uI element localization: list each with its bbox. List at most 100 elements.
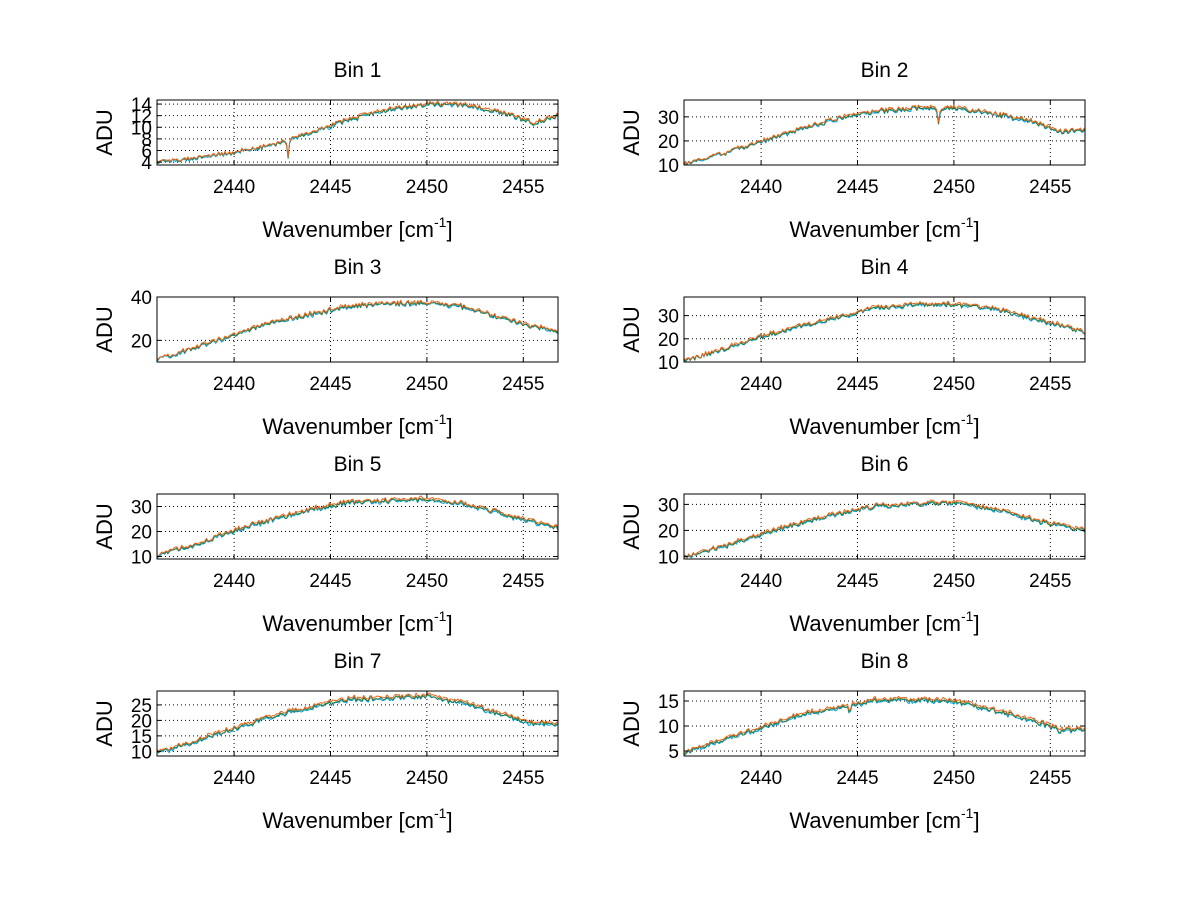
subplot-3-axes-frame: [156, 296, 559, 363]
subplot-4-series-2: [684, 301, 1085, 362]
subplot-6-axes-frame: [683, 493, 1086, 560]
subplot-5-xtick-label-2: 2450: [406, 571, 448, 592]
subplot-6-xtick-label-1: 2445: [836, 571, 878, 592]
subplot-5-xlabel-suffix: ]: [446, 611, 452, 636]
subplot-bin-6: 2440 2445 2450 2455 10 20 30 Bin 6 Wavenumber [c…: [619, 453, 1086, 636]
subplot-6-xlabel-suffix: ]: [973, 611, 979, 636]
subplot-2-ylabel: ADU: [619, 109, 644, 155]
subplot-7-title: Bin 7: [334, 650, 382, 673]
subplot-4-xtick-label-1: 2445: [836, 374, 878, 395]
subplot-6-series-2: [684, 500, 1085, 559]
subplot-3-series-3: [157, 299, 558, 361]
subplot-7-ytick-label-1: 15: [131, 727, 152, 748]
subplot-1-ytick-label-3: 10: [131, 118, 152, 139]
subplot-bin-8: 2440 2445 2450 2455 5 10 15 Bin 8 Wavenumber [cm…: [619, 650, 1086, 833]
subplot-2-xlabel-sup: -1: [961, 214, 974, 230]
subplot-5-xtick-label-0: 2440: [213, 571, 255, 592]
subplot-5-xlabel: Wavenumber [cm-1]: [262, 608, 452, 636]
subplot-6-title: Bin 6: [861, 453, 909, 476]
subplot-4-xlabel: Wavenumber [cm-1]: [789, 411, 979, 439]
subplot-7-xlabel: Wavenumber [cm-1]: [262, 805, 452, 833]
subplot-5-axes-frame: [156, 493, 559, 560]
subplot-7-ytick-label-0: 10: [131, 742, 152, 763]
subplot-4-xtick-label-0: 2440: [740, 374, 782, 395]
subplot-4-xtick-label-2: 2450: [933, 374, 975, 395]
subplot-4-xlabel-main: Wavenumber [cm: [789, 414, 961, 439]
subplot-1-xtick-label-3: 2455: [502, 177, 544, 198]
subplot-5-ytick-label-1: 20: [131, 523, 152, 544]
subplot-8-xtick-label-3: 2455: [1029, 768, 1071, 789]
subplot-1-xlabel-suffix: ]: [446, 217, 452, 242]
subplot-2-series-2: [684, 105, 1085, 165]
subplot-2-ytick-label-0: 10: [658, 156, 679, 177]
subplot-8-xlabel-main: Wavenumber [cm: [789, 808, 961, 833]
subplot-bin-3: 2440 2445 2450 2455 20 40 Bin 3 Wavenumber [cm-…: [92, 256, 559, 439]
subplot-5-series-2: [157, 497, 558, 558]
subplot-5-title: Bin 5: [334, 453, 382, 476]
subplot-1-ytick-label-0: 4: [141, 153, 152, 174]
subplot-3-xlabel-main: Wavenumber [cm: [262, 414, 434, 439]
subplot-7-ytick-label-2: 20: [131, 711, 152, 732]
subplot-1-xtick-label-1: 2445: [309, 177, 351, 198]
subplot-3-xtick-label-2: 2450: [406, 374, 448, 395]
subplot-5-xlabel-sup: -1: [434, 608, 447, 624]
subplot-2-ytick-label-2: 30: [658, 108, 679, 129]
subplot-3-xlabel: Wavenumber [cm-1]: [262, 411, 452, 439]
subplot-3-xtick-label-0: 2440: [213, 374, 255, 395]
subplot-5-xlabel-main: Wavenumber [cm: [262, 611, 434, 636]
subplot-8-ytick-label-0: 5: [668, 742, 679, 763]
subplot-2-ytick-label-1: 20: [658, 132, 679, 153]
subplot-4-series-3: [684, 300, 1085, 361]
subplot-6-series-1: [684, 500, 1085, 559]
subplot-7-xtick-label-2: 2450: [406, 768, 448, 789]
subplot-5-xtick-label-1: 2445: [309, 571, 351, 592]
subplot-8-series-2: [684, 697, 1085, 755]
subplot-6-ytick-label-1: 20: [658, 521, 679, 542]
subplot-bin-5: 2440 2445 2450 2455 10 20 30 Bin 5 Wavenumber [c…: [92, 453, 559, 636]
subplot-6-xtick-label-2: 2450: [933, 571, 975, 592]
subplot-8-xlabel-suffix: ]: [973, 808, 979, 833]
subplot-6-xlabel-main: Wavenumber [cm: [789, 611, 961, 636]
subplot-1-ytick-label-5: 14: [131, 95, 153, 116]
subplot-7-xlabel-sup: -1: [434, 805, 447, 821]
subplot-1-xtick-label-2: 2450: [406, 177, 448, 198]
subplot-5-ylabel: ADU: [92, 503, 117, 549]
subplot-2-axes-frame: [683, 99, 1086, 166]
subplot-4-xlabel-sup: -1: [961, 411, 974, 427]
subplot-3-ytick-label-0: 20: [131, 331, 152, 352]
subplot-4-ytick-label-0: 10: [658, 353, 679, 374]
subplot-1-xlabel: Wavenumber [cm-1]: [262, 214, 452, 242]
subplot-8-axes-frame: [683, 690, 1086, 757]
subplot-3-xtick-label-1: 2445: [309, 374, 351, 395]
subplot-5-ytick-label-2: 30: [131, 498, 152, 519]
subplot-2-xtick-label-1: 2445: [836, 177, 878, 198]
subplot-7-series-2: [157, 694, 558, 754]
subplot-2-series-3: [684, 104, 1085, 165]
subplot-8-ytick-label-1: 10: [658, 717, 679, 738]
subplot-6-xlabel: Wavenumber [cm-1]: [789, 608, 979, 636]
subplot-1-ytick-label-2: 8: [141, 130, 152, 151]
subplot-8-xtick-label-1: 2445: [836, 768, 878, 789]
subplot-2-title: Bin 2: [861, 59, 909, 82]
subplot-7-xlabel-main: Wavenumber [cm: [262, 808, 434, 833]
subplot-6-series-3: [684, 499, 1085, 559]
subplot-8-xlabel-sup: -1: [961, 805, 974, 821]
subplot-8-series-1: [684, 698, 1085, 755]
subplot-6-xtick-label-3: 2455: [1029, 571, 1071, 592]
subplot-7-xtick-label-1: 2445: [309, 768, 351, 789]
subplot-8-xtick-label-2: 2450: [933, 768, 975, 789]
subplot-4-title: Bin 4: [861, 256, 909, 279]
subplot-8-title: Bin 8: [861, 650, 909, 673]
subplot-2-xlabel-suffix: ]: [973, 217, 979, 242]
subplot-7-xtick-label-3: 2455: [502, 768, 544, 789]
subplot-8-xtick-label-0: 2440: [740, 768, 782, 789]
subplot-6-xlabel-sup: -1: [961, 608, 974, 624]
subplot-1-series-3: [157, 100, 558, 163]
subplot-7-xtick-label-0: 2440: [213, 768, 255, 789]
subplot-1-ytick-label-1: 6: [141, 141, 152, 162]
subplot-7-ytick-label-3: 25: [131, 696, 152, 717]
